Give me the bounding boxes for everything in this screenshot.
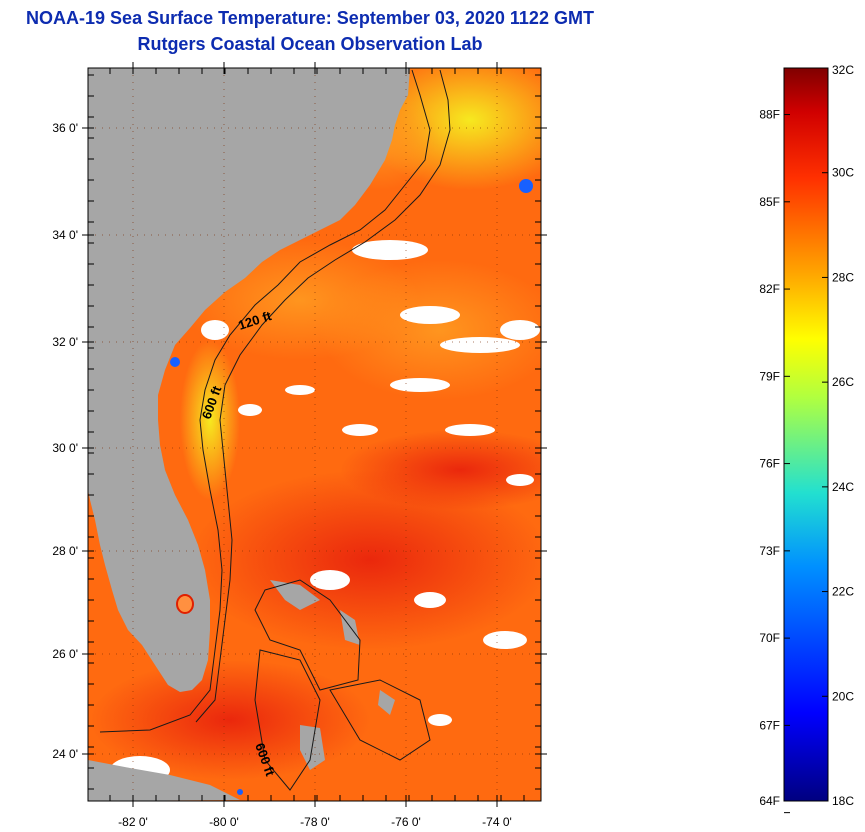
- colorbar-celsius-label: 32C: [832, 63, 854, 77]
- colorbar-fahrenheit-label: 82F: [759, 282, 780, 296]
- colorbar-labels: 32C 30C 28C 26C 24C 22C 20C 18C 88F 85F 82F 79F 76F 7…: [759, 63, 854, 808]
- lake-okeechobee: [176, 594, 194, 614]
- lat-label: 30 0': [52, 441, 78, 455]
- map-title: NOAA-19 Sea Surface Temperature: Septemb…: [26, 8, 594, 28]
- colorbar-celsius-label: 30C: [832, 166, 854, 180]
- colorbar-celsius-label: 22C: [832, 585, 854, 599]
- latitude-axis: 36 0' 34 0' 32 0' 30 0' 28 0' 26 0' 24 0…: [52, 121, 547, 761]
- colorbar-fahrenheit-label: 79F: [759, 369, 780, 383]
- hot-water-patch: [340, 430, 541, 510]
- colorbar-fahrenheit-label: 64F: [759, 794, 780, 808]
- land-mass-cuba: [88, 760, 240, 801]
- lat-label: 32 0': [52, 335, 78, 349]
- lon-label: -76 0': [391, 815, 421, 829]
- colorbar-gradient: [783, 67, 829, 802]
- lat-label: 28 0': [52, 544, 78, 558]
- colorbar-fahrenheit-label: 76F: [759, 457, 780, 471]
- coastal-cool-band: [180, 340, 240, 500]
- temperature-colorbar: 32C 30C 28C 26C 24C 22C 20C 18C 88F 85F 82F 79F 76F 7…: [759, 63, 854, 814]
- colorbar-celsius-label: 18C: [832, 794, 854, 808]
- cloud-cover: [110, 240, 540, 784]
- colorbar-celsius-label: 24C: [832, 480, 854, 494]
- colorbar-fahrenheit-label: 67F: [759, 718, 780, 732]
- colorbar-celsius-label: 26C: [832, 375, 854, 389]
- colorbar-fahrenheit-label: 88F: [759, 108, 780, 122]
- lon-label: -82 0': [118, 815, 148, 829]
- axis-minor-ticks: [88, 68, 541, 801]
- map-subtitle: Rutgers Coastal Ocean Observation Lab: [137, 34, 483, 54]
- colorbar-celsius-label: 20C: [832, 689, 854, 703]
- colorbar-celsius-label: 28C: [832, 270, 854, 284]
- warm-water-patch: [320, 260, 541, 400]
- colorbar-fahrenheit-label: 73F: [759, 544, 780, 558]
- lat-label: 36 0': [52, 121, 78, 135]
- land-mass-us-southeast: [88, 68, 410, 692]
- lon-label: -78 0': [300, 815, 330, 829]
- lat-label: 24 0': [52, 747, 78, 761]
- colorbar-fahrenheit-label: 85F: [759, 195, 780, 209]
- colorbar-ticks: [784, 67, 828, 814]
- lat-label: 26 0': [52, 647, 78, 661]
- longitude-axis: -82 0' -80 0' -78 0' -76 0' -74 0': [118, 62, 512, 829]
- hot-water-patch: [190, 470, 541, 650]
- lon-label: -74 0': [482, 815, 512, 829]
- sst-map: 120 ft 600 ft 600 ft: [88, 68, 541, 801]
- bathymetry-contours: [99, 69, 451, 791]
- lat-label: 34 0': [52, 228, 78, 242]
- colorbar-fahrenheit-label: 70F: [759, 631, 780, 645]
- lon-label: -80 0': [209, 815, 239, 829]
